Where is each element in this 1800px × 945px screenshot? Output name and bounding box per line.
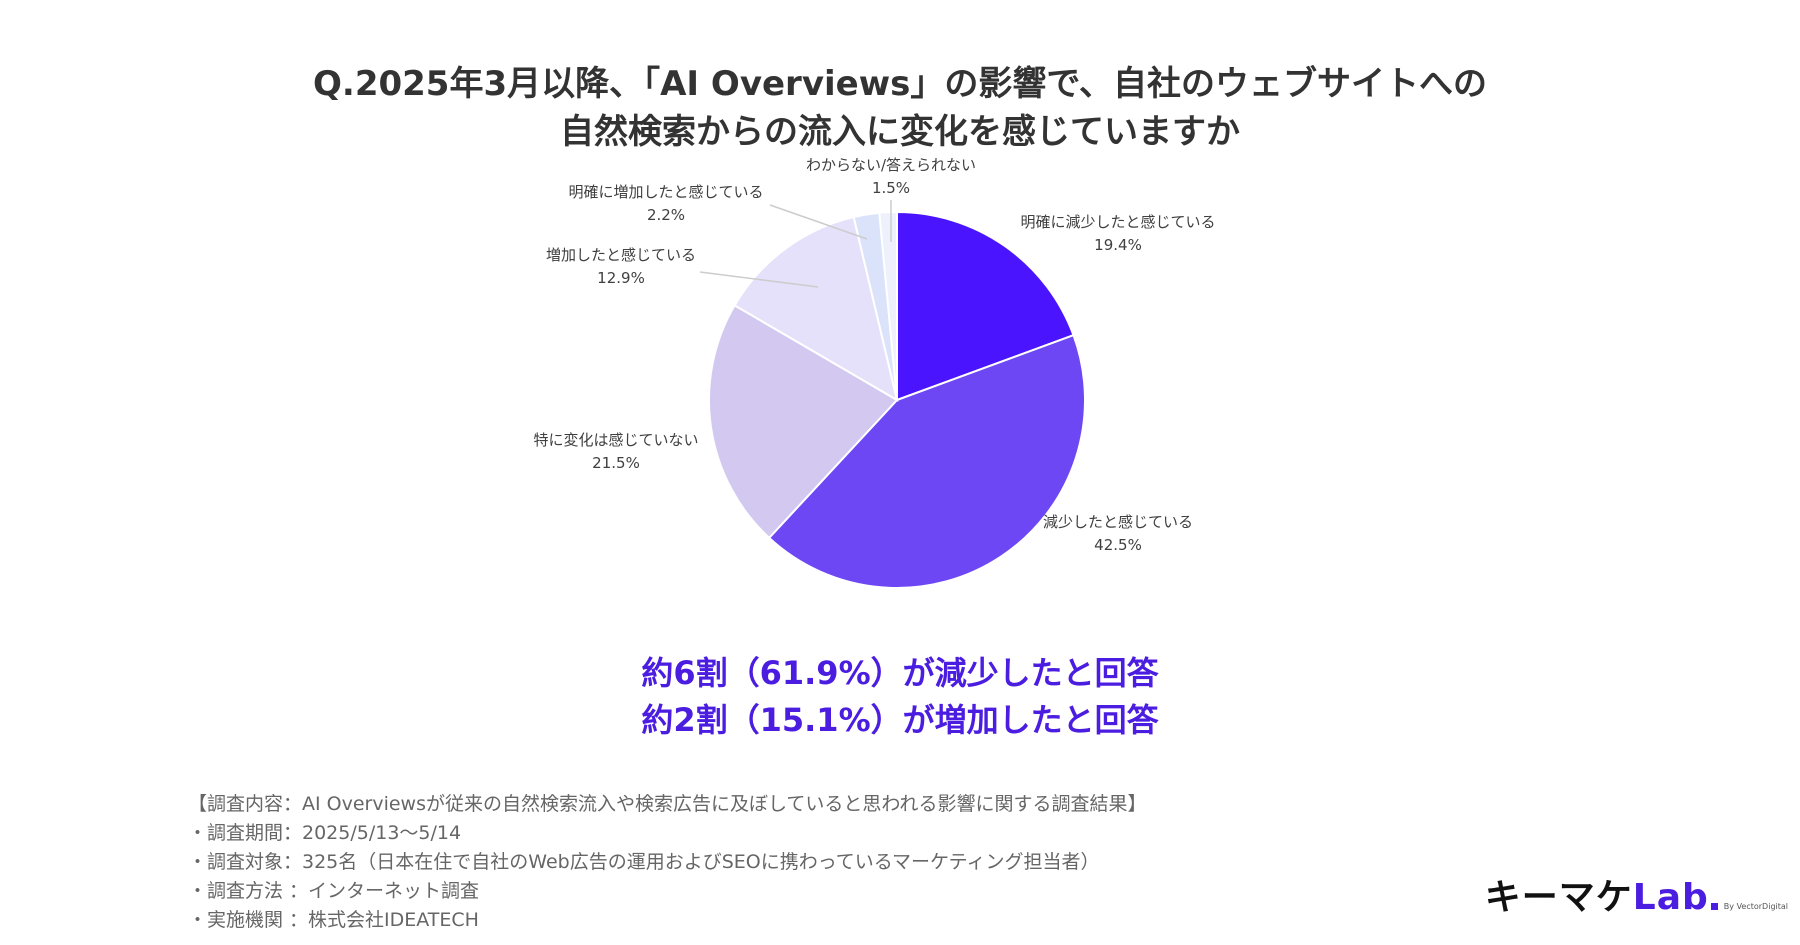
footnote-survey-target: ・調査対象：325名（日本在住で自社のWeb広告の運用およびSEOに携わっている… bbox=[188, 851, 1100, 873]
pie-slice-1 bbox=[896, 210, 1075, 402]
slice-value-label: 21.5% bbox=[592, 454, 640, 472]
slice-category-label: 明確に減少したと感じている bbox=[1020, 213, 1215, 231]
slice-value-label: 2.2% bbox=[647, 206, 685, 224]
slice-value-label: 12.9% bbox=[597, 269, 645, 287]
brand-logo: キーマケLab By VectorDigital bbox=[1485, 878, 1788, 918]
logo-wordmark: キーマケLab bbox=[1485, 878, 1709, 918]
leader-line-4 bbox=[699, 271, 819, 288]
footnote-survey-content: 【調査内容：AI Overviewsが従来の自然検索流入や検索広告に及ぼしている… bbox=[188, 793, 1147, 815]
footnote-survey-organization: ・実施機関 ：株式会社IDEATECH bbox=[188, 909, 479, 931]
pie-slice-2 bbox=[767, 333, 1086, 589]
logo-prefix: キーマケ bbox=[1484, 877, 1633, 918]
slice-category-label: 増加したと感じている bbox=[546, 246, 696, 264]
footnote-survey-period: ・調査期間：2025/5/13〜5/14 bbox=[188, 822, 462, 844]
slice-category-label: 特に変化は感じていない bbox=[533, 431, 698, 449]
chart-title-line2: 自然検索からの流入に変化を感じていますか bbox=[560, 112, 1240, 152]
leader-line-5 bbox=[769, 204, 868, 240]
slice-value-label: 1.5% bbox=[872, 179, 910, 197]
footnote-survey-method: ・調査方法 ：インターネット調査 bbox=[188, 880, 480, 902]
summary-decrease: 約6割（61.9%）が減少したと回答 bbox=[641, 654, 1159, 692]
summary-increase: 約2割（15.1%）が増加したと回答 bbox=[641, 701, 1159, 739]
slice-value-label: 42.5% bbox=[1094, 536, 1142, 554]
survey-footnotes: 【調査内容：AI Overviewsが従来の自然検索流入や検索広告に及ぼしている… bbox=[188, 790, 1146, 935]
slice-category-label: 減少したと感じている bbox=[1043, 513, 1193, 531]
pie-slice-6 bbox=[878, 210, 898, 401]
logo-suffix: Lab bbox=[1632, 877, 1709, 918]
logo-byline: By VectorDigital bbox=[1723, 902, 1788, 911]
slice-value-label: 19.4% bbox=[1094, 236, 1142, 254]
slice-category-label: 明確に増加したと感じている bbox=[568, 183, 763, 201]
pie-slice-3 bbox=[708, 303, 899, 540]
chart-title-line1: Q.2025年3月以降、「AI Overviews」の影響で、自社のウェブサイト… bbox=[313, 64, 1487, 104]
pie-slice-4 bbox=[733, 215, 899, 403]
slice-category-label: わからない/答えられない bbox=[806, 156, 976, 174]
logo-dot-icon bbox=[1710, 903, 1718, 910]
